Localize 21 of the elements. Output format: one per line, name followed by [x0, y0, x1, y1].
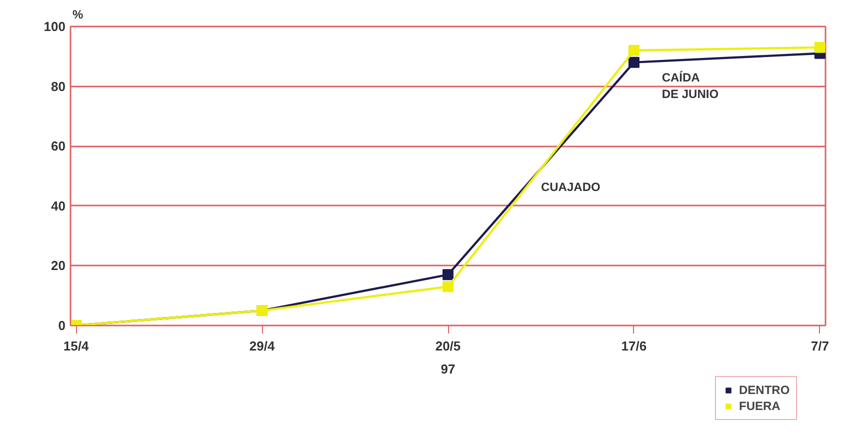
y-tick-label: 20	[51, 258, 66, 274]
point	[628, 56, 640, 68]
y-tick-label: 0	[58, 318, 66, 333]
y-tick-label: 80	[51, 78, 66, 94]
y-axis-title: %	[72, 8, 84, 22]
point	[628, 44, 640, 56]
y-tick-label: 100	[44, 19, 66, 34]
category-label: 20/5 97	[435, 338, 461, 376]
annotation: CUAJADO	[540, 180, 600, 194]
x-tick-label: 15/4	[63, 338, 90, 354]
x-tick-label: 17/6	[621, 338, 647, 354]
annotation: CAÍDA DE JUNIO	[662, 70, 719, 102]
point	[442, 269, 454, 280]
point	[814, 42, 826, 53]
y-tick-label: 40	[51, 198, 66, 214]
point	[442, 281, 454, 292]
x-tick-label: 7/7	[810, 338, 829, 354]
legend-label: FUERA	[739, 399, 780, 413]
y-tick-label: 60	[51, 138, 66, 154]
x-tick-label: 29/4	[249, 338, 276, 354]
legend-label: DENTRO	[739, 383, 790, 397]
